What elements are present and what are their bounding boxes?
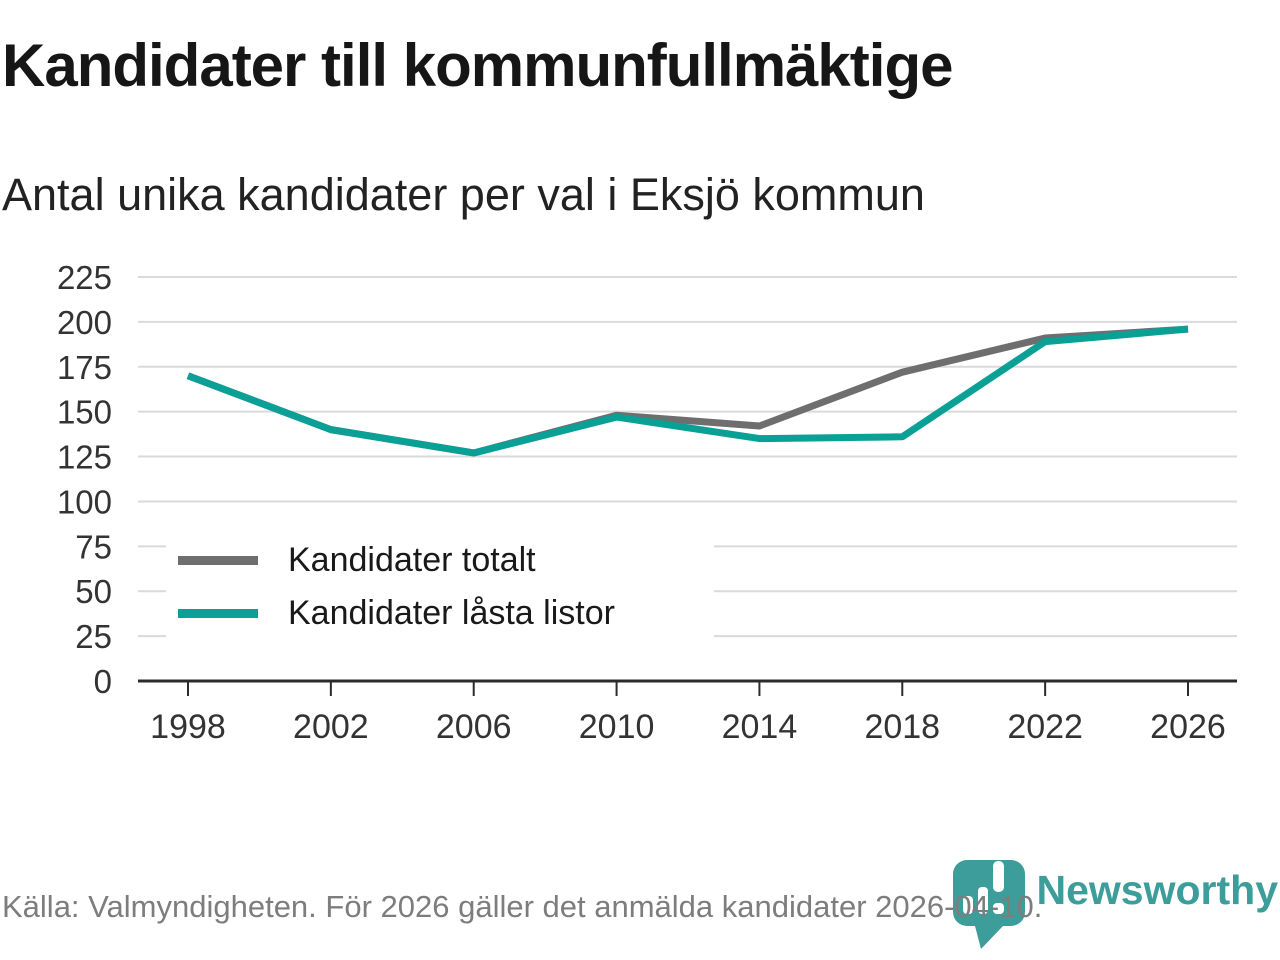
brand-name: Newsworthy [1036, 867, 1279, 913]
page-title: Kandidater till kommunfullmäktige [2, 32, 953, 99]
series-line-1 [186, 325, 1189, 457]
y-tick-label: 25 [75, 618, 112, 655]
chart-subtitle: Antal unika kandidater per val i Eksjö k… [2, 169, 925, 220]
y-tick-label: 175 [57, 349, 112, 386]
legend-item-totalt: Kandidater totalt [178, 540, 714, 580]
y-tick-label: 225 [57, 259, 112, 296]
y-tick-label: 50 [75, 573, 112, 610]
x-tick-label: 2014 [722, 708, 798, 746]
legend-label-totalt: Kandidater totalt [288, 541, 536, 579]
x-tick-label: 2006 [436, 708, 512, 746]
legend-swatch-totalt [178, 555, 258, 565]
x-tick-label: 2022 [1007, 708, 1083, 746]
x-tick-label: 1998 [150, 708, 226, 746]
y-tick-label: 200 [57, 304, 112, 341]
y-tick-label: 75 [75, 528, 112, 565]
legend-swatch-lasta-listor [178, 608, 258, 618]
legend-label-lasta-listor: Kandidater låsta listor [288, 594, 615, 632]
y-tick-label: 150 [57, 394, 112, 431]
x-tick-label: 2018 [864, 708, 940, 746]
chart-legend: Kandidater totalt Kandidater låsta listo… [166, 534, 714, 640]
legend-item-lasta-listor: Kandidater låsta listor [178, 593, 714, 633]
newsworthy-logo: Newsworthy [949, 856, 1279, 952]
y-tick-label: 0 [94, 663, 112, 700]
bar-chart-pin-icon [952, 860, 1025, 949]
y-tick-label: 100 [57, 483, 112, 520]
x-tick-label: 2010 [579, 708, 655, 746]
y-tick-label: 125 [57, 439, 112, 476]
x-tick-label: 2002 [293, 708, 369, 746]
source-note: Källa: Valmyndigheten. För 2026 gäller d… [2, 889, 1043, 924]
x-tick-label: 2026 [1150, 708, 1226, 746]
